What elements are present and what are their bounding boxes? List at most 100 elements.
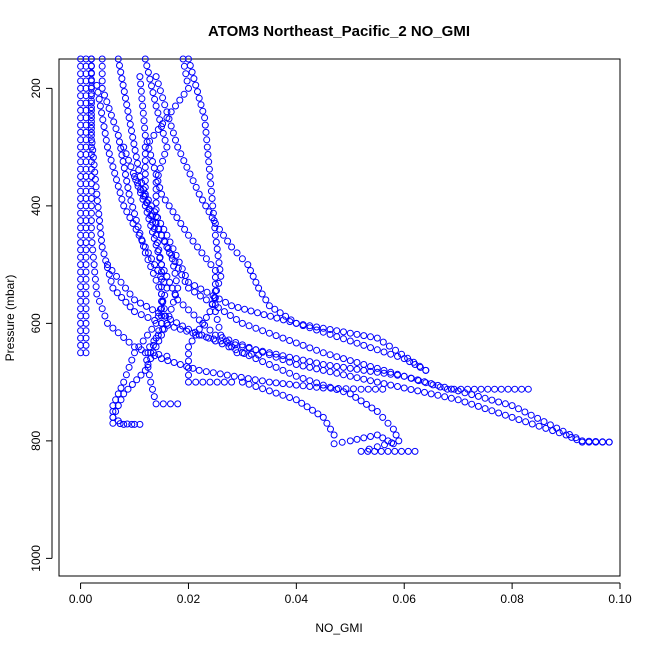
data-point [185, 364, 192, 372]
data-point [82, 297, 90, 305]
data-point [180, 62, 188, 70]
data-point [384, 437, 392, 445]
data-point [387, 370, 395, 378]
data-point [185, 325, 192, 333]
data-point [167, 108, 175, 116]
data-point [172, 136, 179, 144]
data-point [553, 424, 561, 432]
data-point [144, 68, 152, 76]
data-point [152, 73, 160, 81]
data-point [252, 355, 260, 363]
data-point [203, 143, 211, 151]
data-point [572, 434, 580, 442]
data-point [528, 420, 536, 428]
data-point [77, 202, 85, 210]
data-point [265, 329, 273, 337]
data-point [185, 231, 192, 239]
data-point [82, 253, 90, 261]
data-point [205, 208, 213, 216]
x-tick-label: 0.10 [608, 592, 632, 606]
data-point [272, 350, 280, 358]
data-point [163, 114, 171, 122]
data-point [77, 268, 85, 276]
x-tick-label: 0.00 [69, 592, 93, 606]
data-point [117, 384, 125, 392]
data-point [252, 383, 260, 390]
data-point [92, 183, 100, 191]
data-point [166, 278, 174, 286]
data-point [152, 192, 160, 200]
data-point [511, 385, 519, 393]
data-point [259, 327, 267, 335]
data-point [150, 164, 158, 172]
data-point [508, 402, 516, 410]
data-point [389, 440, 397, 448]
data-point [340, 335, 347, 343]
data-point [160, 225, 168, 233]
data-point [77, 128, 85, 136]
data-point [159, 129, 167, 137]
data-point [340, 363, 347, 371]
data-point [357, 385, 365, 393]
data-point [272, 379, 280, 387]
data-point [154, 109, 162, 117]
data-point [91, 275, 99, 283]
data-point [220, 231, 227, 239]
data-point [183, 327, 191, 335]
data-point [114, 131, 122, 139]
data-point [272, 332, 280, 340]
data-point [161, 238, 169, 246]
data-point [265, 302, 273, 310]
data-point [82, 209, 90, 217]
data-point [384, 447, 392, 455]
data-point [286, 394, 294, 401]
data-point [105, 150, 113, 158]
data-point [202, 368, 210, 376]
data-point [326, 383, 334, 391]
data-point [159, 157, 167, 165]
data-point [152, 102, 160, 110]
data-point [102, 257, 110, 265]
data-point [429, 381, 437, 389]
y-tick-label: 1000 [29, 545, 43, 572]
data-point [518, 385, 526, 393]
data-point [350, 385, 357, 393]
x-axis-label: NO_GMI [315, 621, 362, 635]
data-point [152, 241, 160, 249]
data-point [87, 99, 95, 107]
y-tick-label: 400 [29, 196, 43, 216]
data-point [87, 136, 95, 144]
data-point [152, 185, 160, 193]
data-point [330, 431, 338, 439]
data-point [110, 118, 118, 126]
data-point [87, 124, 95, 132]
data-point [199, 319, 207, 327]
data-point [534, 414, 542, 422]
data-point [87, 195, 95, 202]
data-point [135, 343, 143, 351]
data-point [141, 131, 149, 139]
data-point [226, 312, 234, 319]
data-point [102, 136, 110, 144]
data-point [195, 316, 203, 324]
data-point [77, 106, 85, 114]
data-point [190, 311, 198, 319]
data-point [82, 202, 90, 210]
data-point [169, 129, 177, 137]
data-point [109, 324, 117, 332]
data-point [114, 329, 122, 337]
data-point [592, 438, 600, 445]
data-point [201, 321, 209, 329]
data-point [82, 151, 90, 158]
data-point [364, 385, 372, 393]
data-point [77, 224, 85, 232]
data-point [259, 348, 267, 356]
data-point [107, 277, 115, 285]
data-point [309, 406, 316, 414]
data-point [217, 272, 225, 280]
data-point [434, 381, 442, 389]
data-point [145, 371, 153, 379]
data-point [272, 363, 280, 371]
data-point [319, 328, 327, 336]
data-point [169, 208, 177, 216]
